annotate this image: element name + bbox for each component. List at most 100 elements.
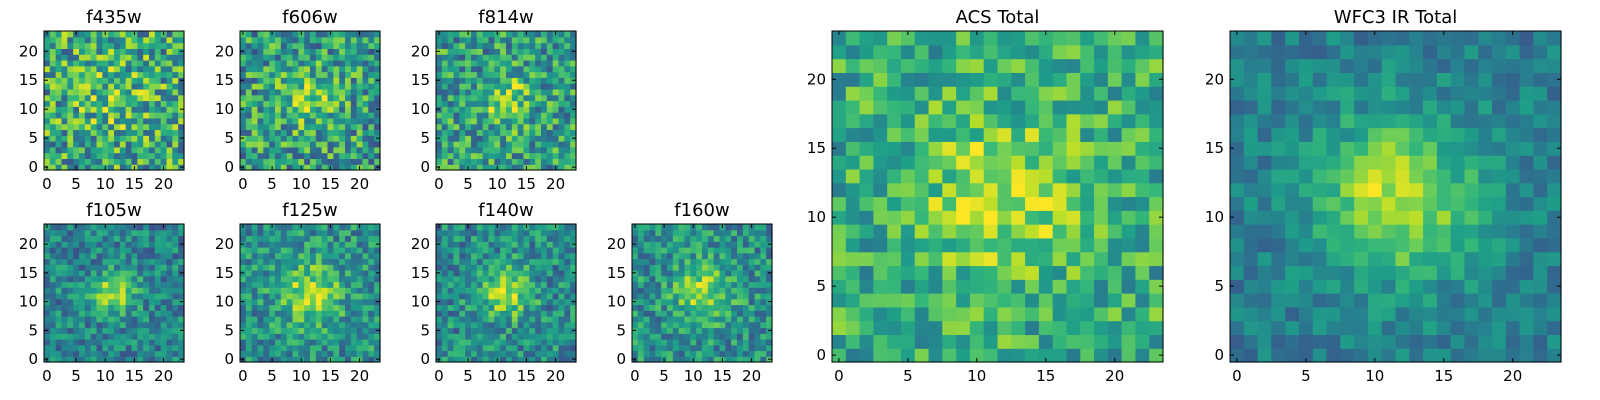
heatmap-cell [564, 42, 571, 49]
heatmap-cell [500, 316, 507, 323]
heatmap-cell [969, 334, 985, 349]
heatmap-cell [529, 339, 536, 346]
heatmap-cell [546, 31, 554, 38]
heatmap-cell [44, 229, 51, 237]
heatmap-cell [672, 252, 680, 260]
heatmap-cell [73, 264, 80, 271]
heatmap-cell [286, 327, 294, 334]
heatmap-cell [535, 48, 542, 55]
heatmap-cell [453, 270, 460, 277]
heatmap-cell [643, 304, 651, 311]
heatmap-cell [742, 356, 750, 363]
heatmap-cell [983, 113, 999, 129]
heatmap-cell [672, 316, 680, 323]
heatmap-cell [143, 65, 150, 73]
heatmap-cell [114, 54, 121, 61]
heatmap-cell [1066, 127, 1081, 142]
heatmap-cell [702, 229, 709, 237]
heatmap-cell [84, 135, 92, 142]
heatmap-cell [684, 287, 691, 294]
heatmap-cell [327, 333, 334, 340]
heatmap-cell [1080, 237, 1095, 253]
heatmap-cell [67, 94, 74, 102]
heatmap-cell [327, 339, 334, 346]
heatmap-cell [1094, 210, 1109, 225]
heatmap-cell [321, 321, 329, 329]
heatmap-cell [500, 112, 507, 119]
heatmap-cell [546, 298, 554, 306]
heatmap-cell [956, 168, 971, 184]
heatmap-cell [166, 275, 173, 283]
heatmap-cell [558, 247, 565, 254]
heatmap-cell [304, 293, 311, 300]
heatmap-cell [304, 316, 311, 323]
heatmap-cell [859, 58, 874, 73]
heatmap-cell [742, 333, 750, 340]
heatmap-cell [471, 339, 478, 346]
heatmap-cell [465, 333, 472, 340]
heatmap-cell [131, 241, 138, 248]
heatmap-cell [90, 129, 98, 136]
heatmap-cell [61, 42, 68, 49]
heatmap-cell [368, 152, 375, 160]
heatmap-cell [310, 77, 317, 84]
heatmap-cell [632, 252, 639, 260]
heatmap-cell [1121, 31, 1137, 46]
heatmap-cell [251, 117, 259, 125]
heatmap-cell [1135, 224, 1150, 239]
heatmap-cell [637, 339, 645, 346]
heatmap-cell [362, 77, 369, 84]
heatmap-cell [453, 327, 460, 334]
heatmap-cell [321, 298, 329, 306]
heatmap-cell [661, 247, 668, 254]
heatmap-cell [61, 54, 68, 61]
heatmap-cell [44, 316, 51, 323]
heatmap-cell [61, 270, 68, 277]
heatmap-cell [643, 356, 651, 363]
heatmap-cell [251, 350, 259, 357]
heatmap-cell [286, 298, 294, 306]
heatmap-cell [292, 321, 299, 329]
heatmap-cell [488, 252, 495, 260]
heatmap-cell [696, 344, 703, 352]
heatmap-cell [350, 293, 358, 300]
heatmap-cell [661, 275, 668, 283]
heatmap-cell [742, 235, 750, 242]
heatmap-cell [535, 54, 542, 61]
heatmap-cell [257, 298, 264, 306]
heatmap-cell [345, 100, 352, 107]
heatmap-cell [511, 356, 519, 363]
heatmap-cell [766, 321, 773, 329]
heatmap-cell [1149, 251, 1164, 267]
heatmap-cell [263, 141, 270, 148]
heatmap-cell [1107, 306, 1123, 322]
heatmap-cell [131, 252, 138, 260]
heatmap-cell [137, 321, 144, 329]
heatmap-cell [459, 293, 466, 300]
heatmap-cell [119, 83, 127, 90]
heatmap-cell [832, 210, 847, 225]
heatmap-cell [859, 293, 874, 308]
heatmap-cell [251, 123, 259, 131]
heatmap-cell [956, 210, 971, 225]
heatmap-cell [345, 158, 352, 165]
heatmap-cell [1547, 320, 1562, 336]
heatmap-cell [263, 106, 270, 113]
x-tick-label: 15 [713, 367, 732, 385]
heatmap-cell [969, 279, 985, 294]
heatmap-cell [511, 264, 519, 271]
heatmap-cell [488, 275, 495, 283]
heatmap-cell [535, 344, 542, 352]
heatmap-cell [564, 316, 571, 323]
heatmap-cell [500, 77, 507, 84]
heatmap-cell [275, 106, 282, 113]
heatmap-cell [315, 350, 323, 357]
heatmap-cell [119, 135, 127, 142]
heatmap-cell [275, 327, 282, 334]
heatmap-cell [119, 247, 127, 254]
heatmap-cell [356, 293, 364, 300]
heatmap-cell [983, 251, 999, 267]
heatmap-cell [67, 321, 74, 329]
heatmap-cell [84, 229, 92, 237]
heatmap-cell [44, 258, 51, 265]
